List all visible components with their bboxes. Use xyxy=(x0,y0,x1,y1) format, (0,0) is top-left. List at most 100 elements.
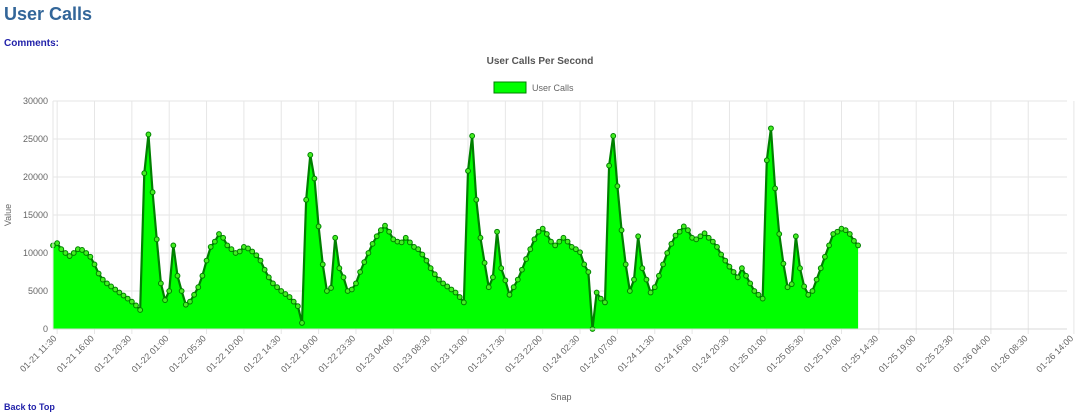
data-point[interactable] xyxy=(261,266,268,273)
data-point[interactable] xyxy=(203,257,210,264)
data-point[interactable] xyxy=(444,283,451,290)
data-point[interactable] xyxy=(116,289,123,296)
data-point[interactable] xyxy=(145,131,152,138)
data-point[interactable] xyxy=(158,280,164,287)
data-point[interactable] xyxy=(481,259,488,266)
data-point[interactable] xyxy=(477,234,484,241)
data-point[interactable] xyxy=(386,228,393,235)
data-point[interactable] xyxy=(560,234,567,241)
data-point[interactable] xyxy=(602,299,608,306)
data-point[interactable] xyxy=(224,242,231,249)
data-point[interactable] xyxy=(564,238,571,245)
data-point[interactable] xyxy=(573,246,579,253)
data-point[interactable] xyxy=(523,256,529,262)
data-point[interactable] xyxy=(274,284,281,291)
data-point[interactable] xyxy=(415,246,422,253)
data-point[interactable] xyxy=(581,261,588,268)
data-point[interactable] xyxy=(610,133,617,139)
data-point[interactable] xyxy=(440,280,447,287)
data-point[interactable] xyxy=(660,261,666,268)
data-point[interactable] xyxy=(788,281,795,288)
data-point[interactable] xyxy=(548,238,554,245)
data-point[interactable] xyxy=(734,274,741,281)
data-point[interactable] xyxy=(448,286,455,293)
data-point[interactable] xyxy=(763,157,770,164)
data-point[interactable] xyxy=(539,225,546,232)
data-point[interactable] xyxy=(709,238,716,245)
data-point[interactable] xyxy=(631,276,637,283)
data-point[interactable] xyxy=(656,272,662,279)
data-point[interactable] xyxy=(465,168,471,174)
data-point[interactable] xyxy=(822,253,828,260)
data-point[interactable] xyxy=(759,295,766,302)
data-point[interactable] xyxy=(166,288,173,294)
data-point[interactable] xyxy=(842,227,849,234)
data-point[interactable] xyxy=(249,248,256,255)
data-point[interactable] xyxy=(834,228,841,235)
data-point[interactable] xyxy=(70,250,77,256)
data-point[interactable] xyxy=(104,280,110,287)
data-point[interactable] xyxy=(336,265,343,272)
data-point[interactable] xyxy=(747,280,754,287)
data-point[interactable] xyxy=(253,252,260,259)
data-point[interactable] xyxy=(79,247,85,253)
data-point[interactable] xyxy=(460,299,467,306)
data-point[interactable] xyxy=(311,175,318,182)
data-point[interactable] xyxy=(436,276,442,283)
data-point[interactable] xyxy=(54,240,61,247)
data-point[interactable] xyxy=(672,232,679,239)
data-point[interactable] xyxy=(419,251,426,258)
data-point[interactable] xyxy=(705,234,712,241)
data-point[interactable] xyxy=(319,261,326,268)
data-point[interactable] xyxy=(514,276,521,283)
data-point[interactable] xyxy=(776,231,783,237)
data-point[interactable] xyxy=(772,185,778,192)
data-point[interactable] xyxy=(456,294,463,300)
data-point[interactable] xyxy=(851,237,857,244)
data-point[interactable] xyxy=(535,228,542,235)
data-point[interactable] xyxy=(398,239,405,246)
data-point[interactable] xyxy=(510,284,517,291)
data-point[interactable] xyxy=(62,250,69,256)
data-point[interactable] xyxy=(826,242,832,249)
data-point[interactable] xyxy=(315,223,322,230)
data-point[interactable] xyxy=(357,269,364,275)
data-point[interactable] xyxy=(58,246,65,253)
data-point[interactable] xyxy=(519,266,525,273)
data-point[interactable] xyxy=(431,271,438,278)
data-point[interactable] xyxy=(452,289,459,296)
data-point[interactable] xyxy=(187,298,193,305)
data-point[interactable] xyxy=(855,242,861,249)
data-point[interactable] xyxy=(377,227,384,234)
data-point[interactable] xyxy=(153,236,160,243)
data-point[interactable] xyxy=(527,246,534,253)
data-point[interactable] xyxy=(473,196,480,203)
data-point[interactable] xyxy=(726,263,733,270)
data-point[interactable] xyxy=(340,274,347,281)
legend[interactable]: User Calls xyxy=(493,81,574,94)
data-point[interactable] xyxy=(784,284,791,291)
data-point[interactable] xyxy=(817,265,824,272)
data-point[interactable] xyxy=(178,288,185,294)
data-point[interactable] xyxy=(685,227,691,234)
data-point[interactable] xyxy=(556,238,563,245)
data-point[interactable] xyxy=(290,298,297,305)
data-point[interactable] xyxy=(120,292,127,299)
data-point[interactable] xyxy=(597,295,604,302)
data-point[interactable] xyxy=(543,231,550,237)
data-point[interactable] xyxy=(299,320,305,326)
data-point[interactable] xyxy=(170,242,177,249)
data-point[interactable] xyxy=(112,286,119,293)
data-point[interactable] xyxy=(402,234,409,241)
data-point[interactable] xyxy=(216,231,222,237)
data-point[interactable] xyxy=(199,272,206,279)
data-point[interactable] xyxy=(801,283,808,290)
data-point[interactable] xyxy=(626,288,633,294)
data-point[interactable] xyxy=(236,248,243,255)
data-point[interactable] xyxy=(353,280,359,287)
data-point[interactable] xyxy=(324,288,330,294)
data-point[interactable] xyxy=(124,295,131,302)
data-point[interactable] xyxy=(348,286,355,293)
data-point[interactable] xyxy=(618,227,625,234)
data-point[interactable] xyxy=(373,233,380,240)
